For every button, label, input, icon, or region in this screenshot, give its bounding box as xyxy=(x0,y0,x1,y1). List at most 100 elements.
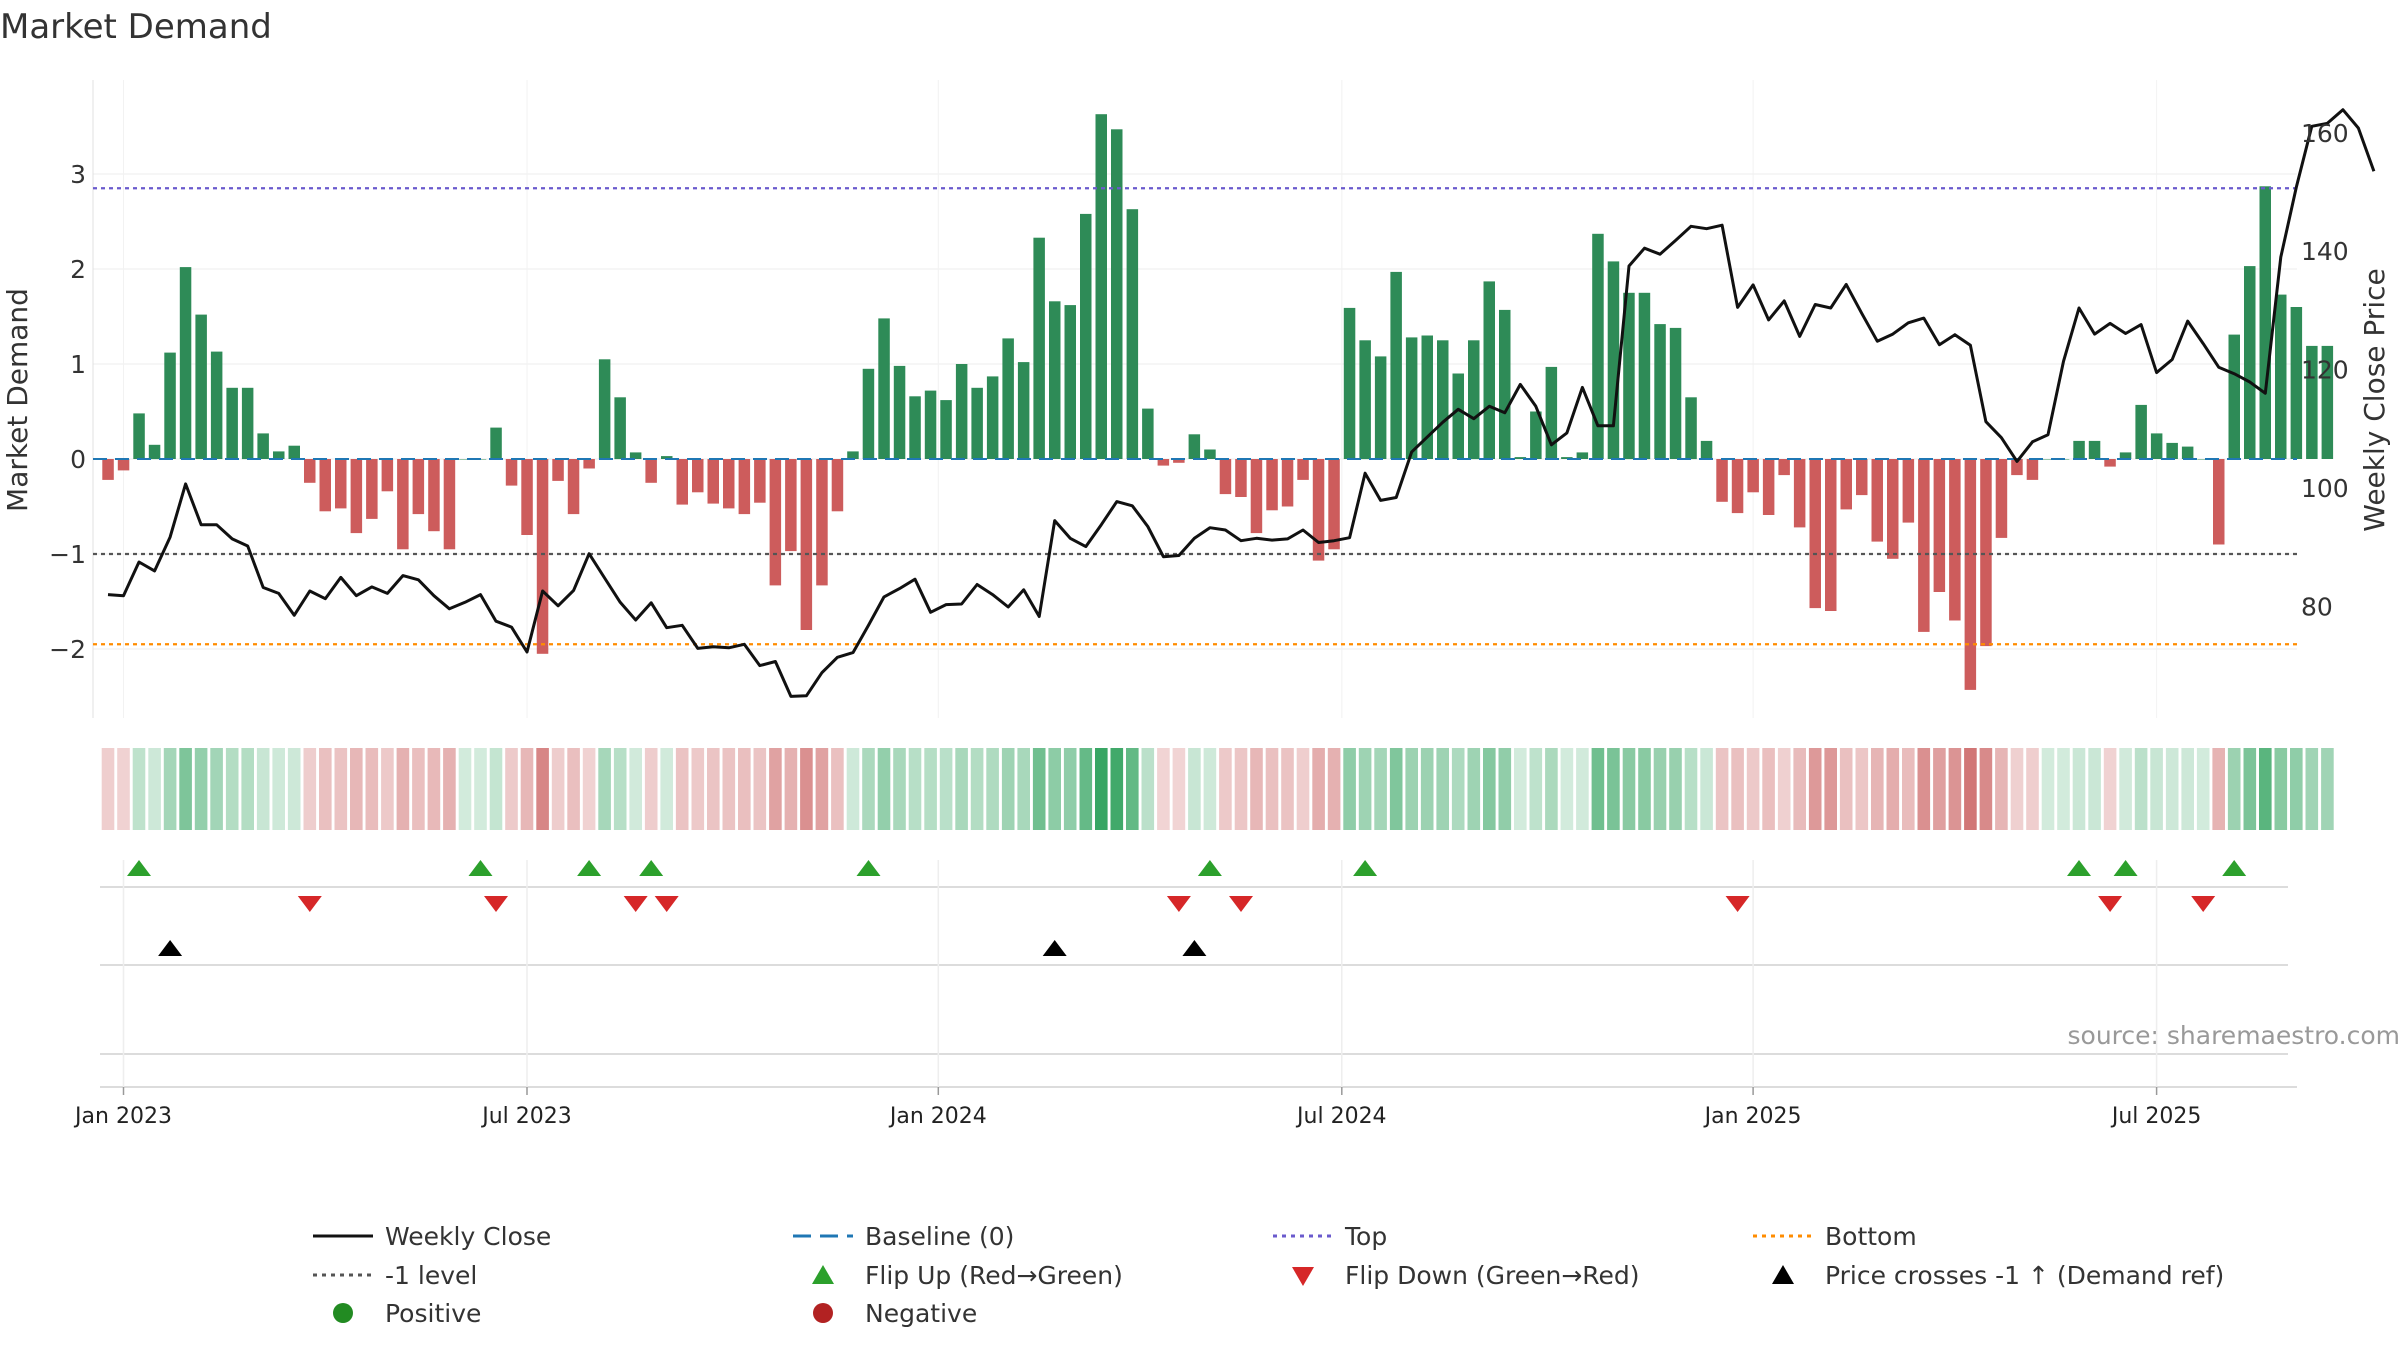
demand-bar xyxy=(1732,459,1744,513)
heat-cell xyxy=(2042,748,2055,830)
flip-up-marker xyxy=(2114,860,2138,876)
heat-cell xyxy=(1995,748,2008,830)
demand-bar xyxy=(1654,324,1666,459)
flip-up-marker xyxy=(857,860,881,876)
heat-cell xyxy=(226,748,239,830)
demand-bar xyxy=(692,459,704,492)
heat-cell xyxy=(304,748,317,830)
heat-cell xyxy=(2228,748,2241,830)
demand-bar xyxy=(537,459,549,654)
heat-cell xyxy=(1219,748,1232,830)
demand-bar xyxy=(1359,340,1371,459)
demand-bar xyxy=(1328,459,1340,549)
demand-bar xyxy=(397,459,409,549)
heat-cell xyxy=(257,748,270,830)
demand-bar xyxy=(413,459,425,514)
heat-cell xyxy=(412,748,425,830)
heat-cell xyxy=(986,748,999,830)
heat-cell xyxy=(1871,748,1884,830)
legend-negative-label: Negative xyxy=(865,1299,977,1328)
heat-cell xyxy=(847,748,860,830)
heat-cell xyxy=(117,748,130,830)
demand-bar xyxy=(1639,293,1651,459)
heat-cell xyxy=(1095,748,1108,830)
demand-bar xyxy=(583,459,595,469)
x-tick-label: Jul 2025 xyxy=(2110,1104,2202,1129)
demand-bar xyxy=(2073,441,2085,459)
heat-cell xyxy=(707,748,720,830)
demand-bar xyxy=(847,451,859,459)
heat-cell xyxy=(1778,748,1791,830)
weekly-close-line xyxy=(108,110,2374,697)
demand-bar xyxy=(490,428,502,459)
flip-down-marker xyxy=(2098,896,2122,912)
flip-up-marker xyxy=(469,860,493,876)
y2-tick-label: 120 xyxy=(2301,356,2349,385)
heat-cell xyxy=(1188,748,1201,830)
demand-bar xyxy=(1065,305,1077,459)
heat-cell xyxy=(614,748,627,830)
heat-cell xyxy=(738,748,751,830)
heat-cell xyxy=(1328,748,1341,830)
heat-cell xyxy=(1390,748,1403,830)
heat-cell xyxy=(1700,748,1713,830)
demand-bar xyxy=(1810,459,1822,608)
heat-cell xyxy=(1033,748,1046,830)
demand-bar xyxy=(2260,186,2272,459)
demand-bar xyxy=(2244,266,2256,459)
heat-cell xyxy=(1545,748,1558,830)
heat-cell xyxy=(1685,748,1698,830)
heat-cell xyxy=(1980,748,1993,830)
heat-cell xyxy=(1592,748,1605,830)
demand-bar xyxy=(1127,209,1139,459)
chart-title: Market Demand xyxy=(0,7,272,47)
heat-cell xyxy=(381,748,394,830)
demand-bar xyxy=(1002,338,1014,459)
heat-cell xyxy=(676,748,689,830)
demand-bar xyxy=(180,267,192,459)
heat-cell xyxy=(164,748,177,830)
flip-down-marker xyxy=(1726,896,1750,912)
heat-cell xyxy=(1607,748,1620,830)
demand-bar xyxy=(304,459,316,483)
demand-bar xyxy=(1220,459,1232,494)
heat-cell xyxy=(1064,748,1077,830)
heat-cell xyxy=(2135,748,2148,830)
heat-cell xyxy=(1281,748,1294,830)
heat-cell xyxy=(1840,748,1853,830)
demand-bar xyxy=(149,445,161,459)
demand-bar xyxy=(133,413,145,459)
heat-cell xyxy=(1250,748,1263,830)
event-panels xyxy=(100,860,2297,1087)
y2-tick-label: 160 xyxy=(2301,119,2349,148)
demand-bar xyxy=(708,459,720,504)
flip-up-marker xyxy=(2222,860,2246,876)
heat-cell xyxy=(397,748,410,830)
demand-bar xyxy=(102,459,114,480)
x-tick-label: Jul 2024 xyxy=(1295,1104,1387,1129)
heat-cell xyxy=(1623,748,1636,830)
heat-cell xyxy=(754,748,767,830)
heat-cell xyxy=(1561,748,1574,830)
legend-flip-up-swatch xyxy=(812,1265,834,1284)
demand-bar xyxy=(801,459,813,630)
legend-flip-down-label: Flip Down (Green→Red) xyxy=(1345,1261,1640,1290)
demand-bar xyxy=(382,459,394,491)
demand-bar xyxy=(1887,459,1899,559)
demand-bar xyxy=(1778,459,1790,475)
heat-cell xyxy=(195,748,208,830)
heat-cell xyxy=(1824,748,1837,830)
heat-cell xyxy=(536,748,549,830)
heat-cell xyxy=(2119,748,2132,830)
demand-bar xyxy=(1297,459,1309,480)
demand-bar xyxy=(1872,459,1884,542)
demand-bar xyxy=(428,459,440,531)
heat-cell xyxy=(831,748,844,830)
y-tick-label: −1 xyxy=(49,540,86,569)
heat-cell xyxy=(583,748,596,830)
legend-top-label: Top xyxy=(1344,1222,1387,1251)
heat-cell xyxy=(505,748,518,830)
flip-down-marker xyxy=(298,896,322,912)
